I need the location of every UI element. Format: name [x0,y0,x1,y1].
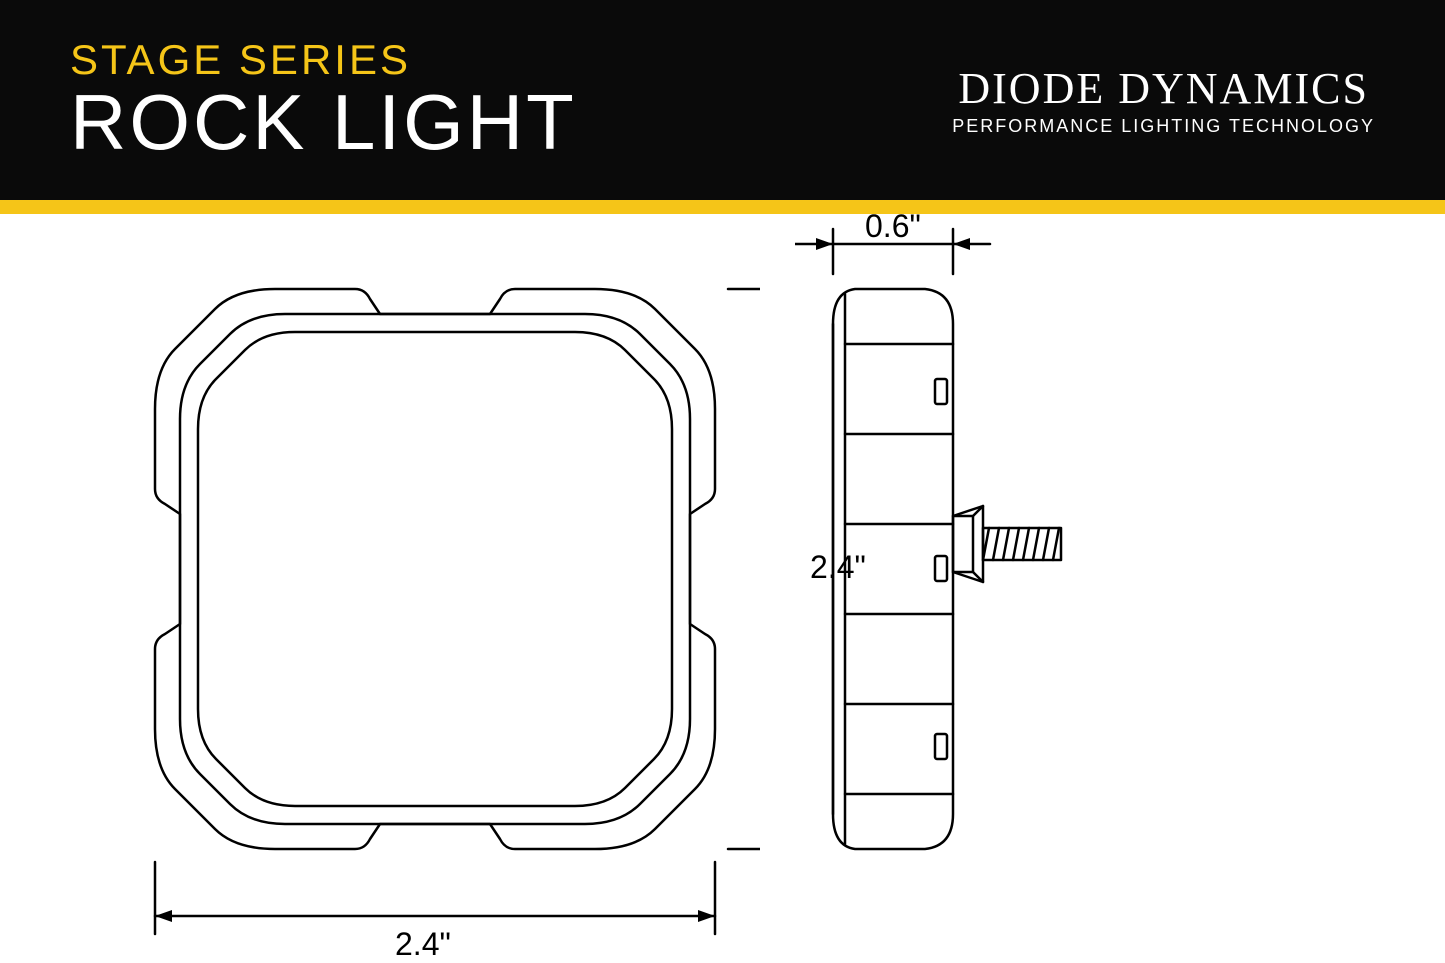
side-view-drawing [795,214,1135,894]
header-bar: STAGE SERIES ROCK LIGHT DIODE DYNAMICS P… [0,0,1445,200]
depth-label: 0.6" [865,208,921,245]
brand-block: DIODE DYNAMICS PERFORMANCE LIGHTING TECH… [952,63,1375,137]
width-label: 2.4" [395,926,451,963]
brand-name: DIODE DYNAMICS [952,63,1375,114]
product-series: STAGE SERIES [70,39,577,81]
title-block: STAGE SERIES ROCK LIGHT [70,39,577,161]
product-name: ROCK LIGHT [70,83,577,161]
brand-tagline: PERFORMANCE LIGHTING TECHNOLOGY [952,116,1375,137]
diagram-area: 2.4" 2.4" [0,214,1445,963]
front-view-drawing [120,244,760,944]
accent-bar [0,200,1445,214]
